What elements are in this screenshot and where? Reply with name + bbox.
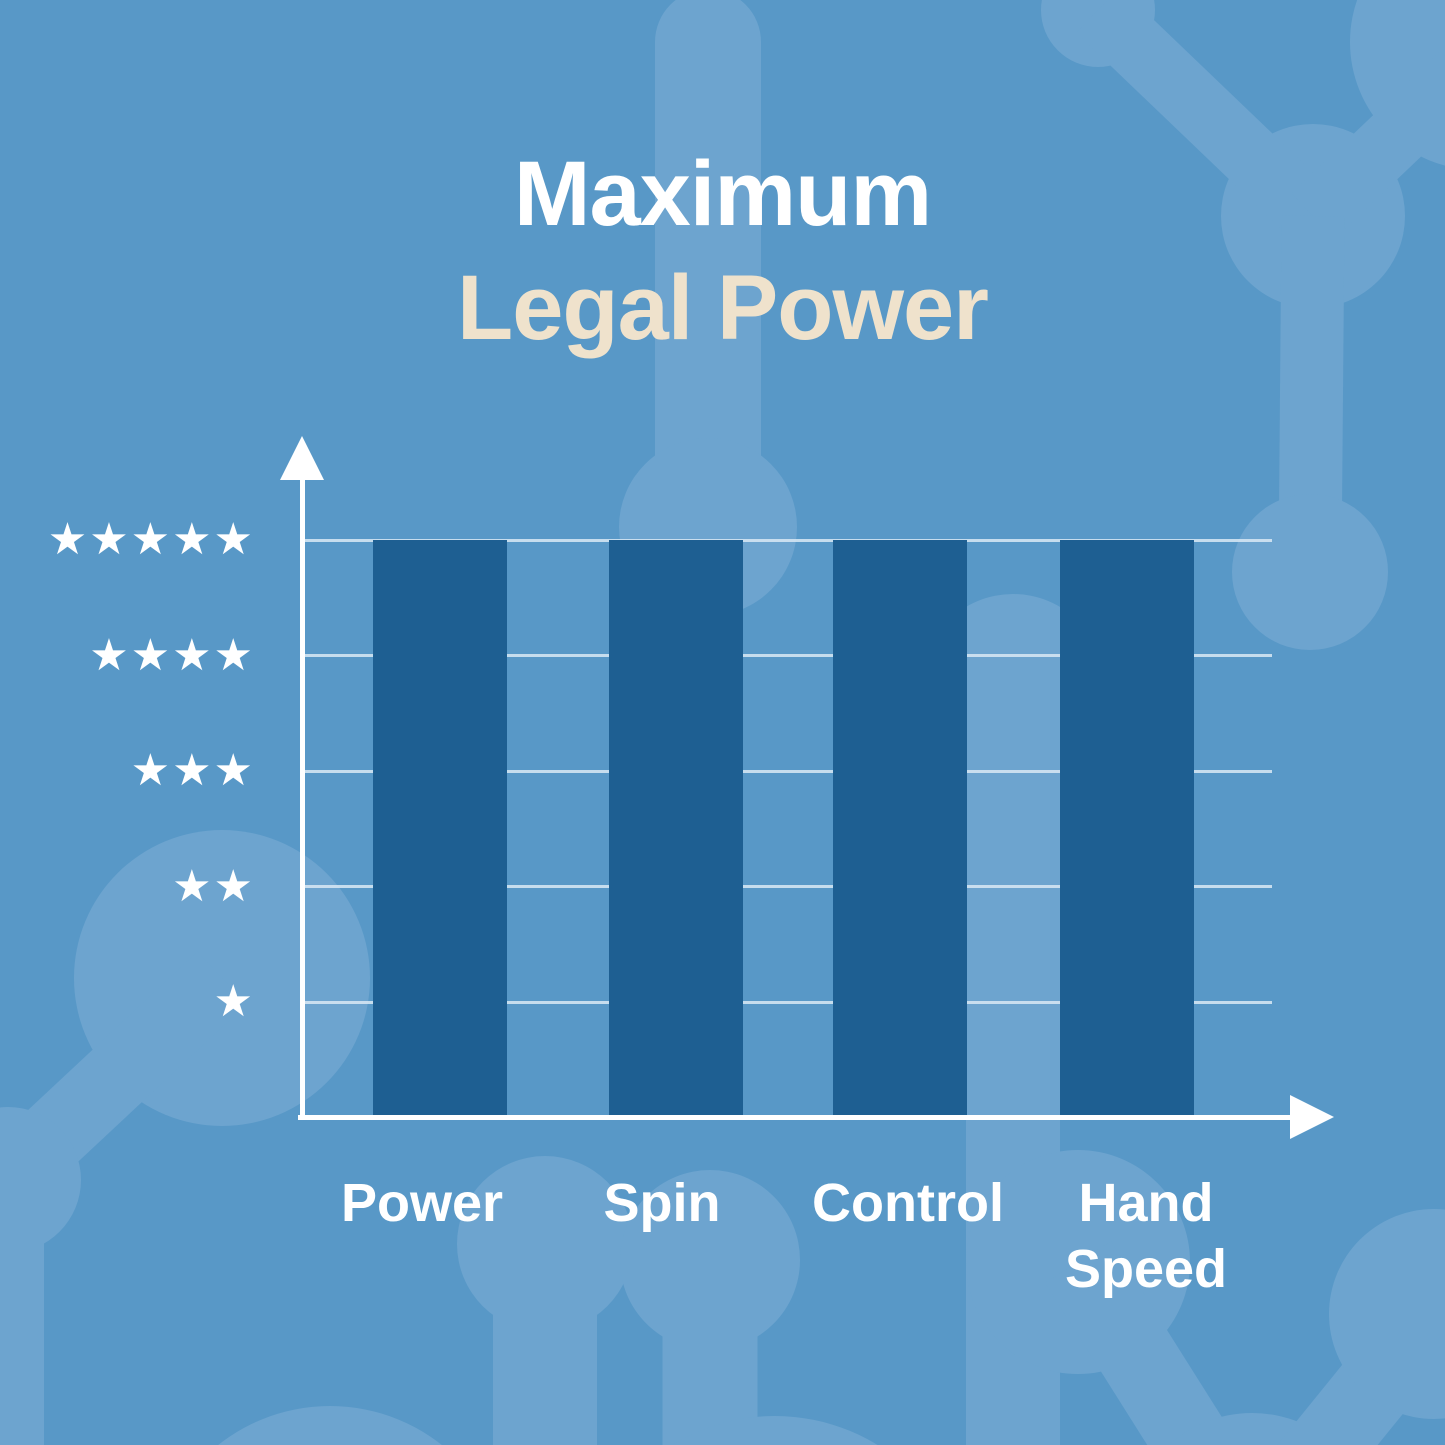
- bar-power: [373, 540, 507, 1118]
- y-axis-line: [300, 468, 305, 1120]
- rating-row-3-stars: ★★★: [130, 745, 255, 797]
- title-line-1: Maximum: [513, 143, 932, 245]
- x-label-control: Control: [812, 1173, 1004, 1233]
- x-label-hand-speed: Hand Speed: [1064, 1173, 1228, 1299]
- x-axis-right-arrow-icon: [1290, 1095, 1334, 1139]
- bar-hand-speed: [1060, 540, 1194, 1118]
- y-axis-up-arrow-icon: [280, 436, 324, 480]
- rating-row-2-stars: ★★: [172, 860, 255, 912]
- rating-row-4-stars: ★★★★: [89, 629, 255, 681]
- x-label-spin: Spin: [603, 1173, 721, 1233]
- x-axis-line: [298, 1115, 1292, 1120]
- gridline-level-2: [302, 885, 1272, 889]
- bar-spin: [609, 540, 743, 1118]
- gridline-level-4: [302, 654, 1272, 658]
- x-label-power: Power: [340, 1173, 504, 1233]
- gridline-level-5: [302, 538, 1272, 542]
- gridline-level-1: [302, 1000, 1272, 1004]
- title-line-2: Legal Power: [457, 257, 989, 359]
- rating-row-5-stars: ★★★★★: [47, 514, 255, 565]
- gridline-level-3: [302, 769, 1272, 773]
- bar-control: [833, 540, 967, 1118]
- rating-row-1-stars: ★: [213, 976, 255, 1028]
